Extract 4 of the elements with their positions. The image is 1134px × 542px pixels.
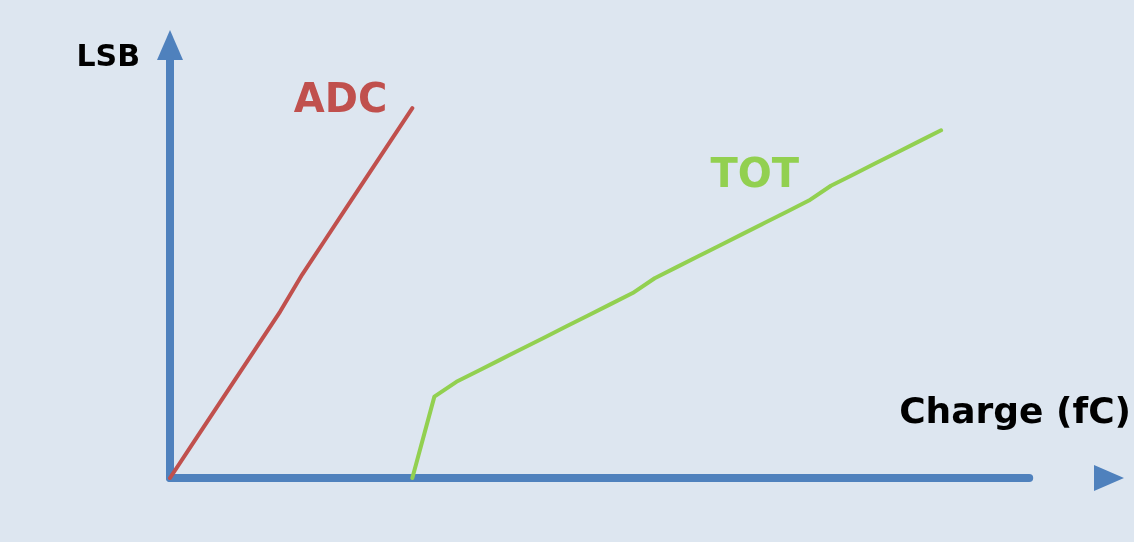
series-label: ADC	[293, 75, 388, 122]
series-label: TOT	[710, 149, 800, 196]
x-axis-title: Charge (fC)	[899, 389, 1132, 431]
y-axis-title: LSB	[76, 37, 140, 73]
